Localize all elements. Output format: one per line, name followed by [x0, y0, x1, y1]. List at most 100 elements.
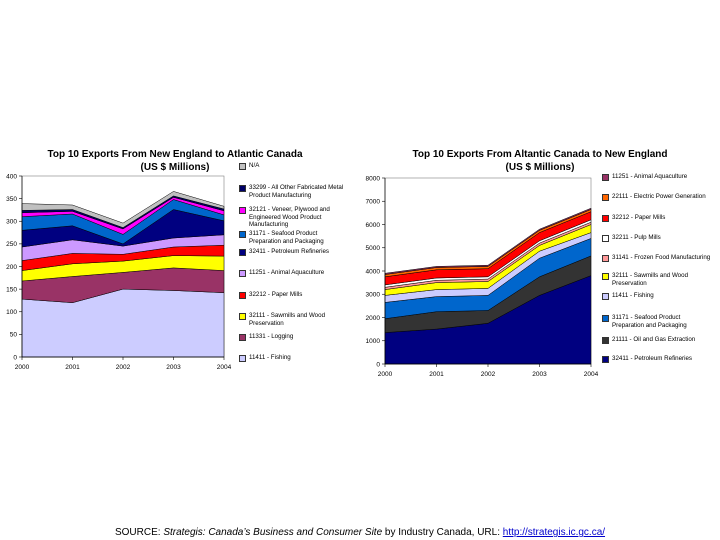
y-tick-label-7: 350	[6, 196, 17, 203]
legend-item: 31171 - Seafood Product Preparation and …	[602, 314, 714, 329]
legend-item: 32111 - Sawmills and Wood Preservation	[602, 272, 714, 287]
x-tick-label-3: 2003	[166, 364, 181, 371]
y-tick-label-8: 400	[6, 173, 17, 180]
y-tick-label-3: 3000	[366, 292, 381, 299]
legend-swatch	[239, 163, 246, 170]
series-area-9	[384, 207, 592, 275]
x-tick-label-0: 2000	[378, 371, 393, 378]
legend-item: 32411 - Petroleum Refineries	[239, 248, 329, 256]
x-tick-label-2: 2002	[116, 364, 131, 371]
legend-item: 32121 - Veneer, Plywood and Engineered W…	[239, 206, 349, 229]
x-tick-label-1: 2001	[429, 371, 444, 378]
source-prefix: SOURCE:	[114, 527, 164, 538]
legend-swatch	[602, 235, 609, 242]
legend-swatch	[239, 292, 246, 299]
legend-label: 11411 - Fishing	[612, 292, 654, 299]
legend-label: 21111 - Oil and Gas Extraction	[612, 336, 696, 343]
legend-swatch	[602, 293, 609, 300]
chart-left-legend: N/A 33299 - All Other Fabricated Metal Pr…	[239, 160, 349, 365]
legend-label: 22111 - Electric Power Generation	[612, 193, 706, 200]
legend-label: 32121 - Veneer, Plywood and Engineered W…	[249, 206, 330, 228]
chart-right-legend: 11251 - Animal Aquaculture 22111 - Electr…	[602, 171, 714, 366]
legend-swatch	[239, 207, 246, 214]
legend-label: 33299 - All Other Fabricated Metal Produ…	[249, 184, 344, 199]
legend-label: 32111 - Sawmills and Wood Preservation	[612, 272, 689, 287]
legend-label: 31171 - Seafood Product Preparation and …	[612, 314, 687, 329]
legend-item: 22111 - Electric Power Generation	[602, 193, 706, 201]
source-middle: by Industry Canada, URL:	[382, 527, 503, 538]
y-tick-label-2: 100	[6, 309, 17, 316]
legend-swatch	[602, 337, 609, 344]
legend-item: 32211 - Pulp Mills	[602, 234, 661, 242]
y-tick-label-6: 300	[6, 219, 17, 226]
x-tick-label-1: 2001	[65, 364, 80, 371]
legend-item: 21111 - Oil and Gas Extraction	[602, 336, 695, 344]
legend-swatch	[602, 273, 609, 280]
legend-item: 32111 - Sawmills and Wood Preservation	[239, 312, 349, 327]
legend-swatch	[602, 194, 609, 201]
legend-label: 32212 - Paper Mills	[249, 291, 303, 298]
x-tick-label-3: 2003	[532, 371, 547, 378]
chart-new-england-to-atlantic-canada: 0 50 100 150 200 250 300 350 400 2000 2001 2002 2003…	[6, 173, 231, 371]
series-area-9	[21, 191, 225, 228]
y-tick-label-6: 6000	[366, 222, 381, 229]
legend-label: 32111 - Sawmills and Wood Preservation	[249, 312, 326, 327]
legend-swatch	[602, 255, 609, 262]
legend-label: 11251 - Animal Aquaculture	[249, 269, 325, 276]
legend-item: 11251 - Animal Aquaculture	[239, 269, 324, 277]
chart-right-subtitle: (US $ Millions)	[505, 162, 575, 173]
legend-label: 32411 - Petroleum Refineries	[612, 355, 693, 362]
legend-label: 11331 - Logging	[249, 333, 294, 340]
y-tick-label-5: 250	[6, 241, 17, 248]
y-tick-label-4: 200	[6, 264, 17, 271]
chart-right-title-text: Top 10 Exports From Altantic Canada to N…	[412, 149, 668, 160]
chart-right-title: Top 10 Exports From Altantic Canada to N…	[380, 148, 700, 174]
legend-item: 11331 - Logging	[239, 333, 293, 341]
chart-left-title-text: Top 10 Exports From New England to Atlan…	[47, 149, 303, 160]
legend-swatch	[602, 174, 609, 181]
legend-label: 11251 - Animal Aquaculture	[612, 173, 688, 180]
y-tick-label-1: 1000	[366, 338, 381, 345]
legend-label: N/A	[249, 162, 260, 169]
legend-swatch	[239, 355, 246, 362]
y-tick-label-0: 0	[376, 361, 380, 368]
x-tick-label-4: 2004	[217, 364, 232, 371]
y-tick-label-3: 150	[6, 286, 17, 293]
legend-swatch	[239, 270, 246, 277]
chart-left-subtitle: (US $ Millions)	[140, 162, 210, 173]
x-tick-label-2: 2002	[481, 371, 496, 378]
y-tick-label-7: 7000	[366, 199, 381, 206]
y-tick-label-1: 50	[10, 332, 18, 339]
legend-item: 33299 - All Other Fabricated Metal Produ…	[239, 184, 349, 199]
legend-swatch	[239, 313, 246, 320]
legend-item: 11411 - Fishing	[239, 354, 291, 362]
x-tick-label-0: 2000	[15, 364, 30, 371]
legend-label: 31171 - Seafood Product Preparation and …	[249, 230, 324, 245]
legend-item: 32212 - Paper Mills	[239, 291, 302, 299]
legend-swatch	[602, 215, 609, 222]
source-note: SOURCE: Strategis: Canada’s Business and…	[0, 527, 720, 538]
legend-swatch	[239, 231, 246, 238]
legend-label: 32211 - Pulp Mills	[612, 234, 661, 241]
legend-label: 11411 - Fishing	[249, 354, 291, 361]
chart-left-title: Top 10 Exports From New England to Atlan…	[20, 148, 330, 174]
x-tick-label-4: 2004	[584, 371, 599, 378]
legend-item: 32212 - Paper Mills	[602, 214, 665, 222]
legend-label: 31141 - Frozen Food Manufacturing	[612, 254, 711, 261]
legend-item: 11411 - Fishing	[602, 292, 654, 300]
legend-swatch	[239, 249, 246, 256]
legend-swatch	[602, 315, 609, 322]
chart-atlantic-canada-to-new-england: 0 1000 2000 3000 4000 5000 6000 7000 8000 2000 200…	[366, 175, 599, 378]
legend-item: 31141 - Frozen Food Manufacturing	[602, 254, 710, 262]
legend-item: 11251 - Animal Aquaculture	[602, 173, 687, 181]
legend-item: 32411 - Petroleum Refineries	[602, 355, 692, 363]
y-tick-label-8: 8000	[366, 175, 381, 182]
legend-item: N/A	[239, 162, 259, 170]
legend-swatch	[602, 356, 609, 363]
legend-label: 32212 - Paper Mills	[612, 214, 666, 221]
y-tick-label-2: 2000	[366, 315, 381, 322]
y-tick-label-0: 0	[13, 354, 17, 361]
legend-swatch	[239, 334, 246, 341]
source-url-link[interactable]: http://strategis.ic.gc.ca/	[502, 527, 606, 538]
